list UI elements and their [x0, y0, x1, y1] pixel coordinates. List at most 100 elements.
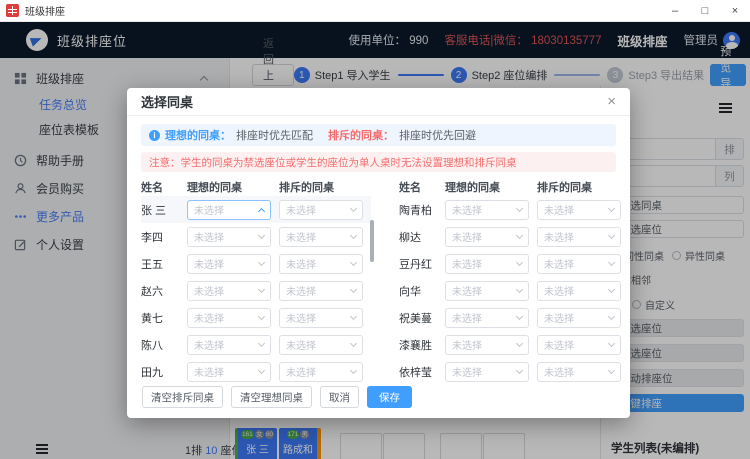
empty-seat[interactable]	[483, 433, 525, 459]
col-count-input[interactable]: 列	[611, 165, 744, 187]
avoid-deskmate-select[interactable]: 未选择	[279, 334, 363, 355]
ideal-deskmate-select[interactable]: 未选择	[445, 226, 529, 247]
step-2-circle: 2	[450, 67, 467, 83]
preselect-seat-button-2[interactable]: 预选座位	[611, 344, 744, 362]
avoid-deskmate-select[interactable]: 未选择	[537, 226, 621, 247]
avoid-deskmate-select[interactable]: 未选择	[537, 334, 621, 355]
ideal-deskmate-select[interactable]: 未选择	[187, 199, 271, 220]
user-avatar[interactable]	[723, 31, 740, 49]
product-name[interactable]: 班级排座	[617, 34, 668, 49]
chevron-down-icon	[607, 204, 616, 212]
clear-avoid-button[interactable]: 清空排斥同桌	[142, 386, 223, 408]
save-button[interactable]: 保存	[367, 386, 412, 408]
ideal-deskmate-select[interactable]: 未选择	[187, 226, 271, 247]
ideal-label: 理想的同桌：	[165, 130, 231, 142]
avoid-deskmate-select[interactable]: 未选择	[537, 361, 621, 382]
avoid-deskmate-select[interactable]: 未选择	[279, 253, 363, 274]
avoid-deskmate-select[interactable]: 未选择	[537, 307, 621, 328]
ideal-deskmate-select[interactable]: 未选择	[187, 307, 271, 328]
minimize-button[interactable]: –	[671, 4, 679, 17]
empty-seat[interactable]	[383, 433, 425, 459]
sidebar-item-help-manual[interactable]: 帮助手册	[0, 146, 229, 174]
select-placeholder: 未选择	[286, 260, 316, 271]
scrollbar-thumb[interactable]	[370, 220, 374, 262]
ideal-deskmate-select[interactable]: 未选择	[445, 199, 529, 220]
student-name: 依梓莹	[399, 366, 432, 379]
ideal-deskmate-select[interactable]: 未选择	[445, 280, 529, 301]
ideal-deskmate-select[interactable]: 未选择	[445, 334, 529, 355]
student-name: 向华	[399, 285, 421, 298]
deskmate-table-left: 姓名 理想的同桌 排斥的同桌 张 三 未选择 未选择 李四 未选择 未选择	[141, 178, 371, 385]
chevron-down-icon	[515, 285, 524, 293]
table-header: 姓名 理想的同桌 排斥的同桌	[399, 178, 629, 196]
select-placeholder: 未选择	[544, 260, 574, 271]
select-placeholder: 未选择	[544, 206, 574, 217]
opposite-gender-label: 异性同桌	[685, 252, 725, 263]
student-name: 赵六	[141, 285, 163, 298]
sidebar-item-member-purchase[interactable]: 会员购买	[0, 174, 229, 202]
ideal-deskmate-select[interactable]: 未选择	[445, 361, 529, 382]
select-placeholder: 未选择	[194, 233, 224, 244]
sidebar-item-task-overview[interactable]: 任务总览	[0, 92, 229, 117]
opposite-gender-radio[interactable]	[672, 251, 681, 260]
avoid-deskmate-select[interactable]: 未选择	[279, 361, 363, 382]
header-right: 使用单位： 990 客服电话|微信： 18030135777 班级排座 管理员	[349, 31, 740, 50]
step-1-circle: 1	[293, 67, 310, 83]
gender-badge: 女	[254, 430, 264, 439]
sidebar-item-more-products[interactable]: 更多产品	[0, 202, 229, 230]
maximize-button[interactable]: □	[701, 4, 709, 17]
user-menu[interactable]: 管理员	[684, 31, 740, 49]
close-button[interactable]: ×	[731, 4, 739, 17]
student-name: 黄七	[141, 312, 163, 325]
empty-seat[interactable]	[440, 433, 482, 459]
custom-label: 自定义	[645, 301, 675, 312]
sidebar-item-personal-settings[interactable]: 个人设置	[0, 230, 229, 258]
chevron-down-icon	[607, 312, 616, 320]
avoid-deskmate-select[interactable]: 未选择	[537, 253, 621, 274]
ideal-deskmate-select[interactable]: 未选择	[187, 334, 271, 355]
chevron-down-icon	[515, 339, 524, 347]
chevron-down-icon	[607, 258, 616, 266]
row-count-input[interactable]: 排	[611, 138, 744, 160]
ideal-deskmate-select[interactable]: 未选择	[187, 253, 271, 274]
auto-arrange-button[interactable]: 自动排座位	[611, 369, 744, 387]
avoid-deskmate-select[interactable]: 未选择	[537, 199, 621, 220]
forbid-seat-button[interactable]: 禁选座位	[611, 319, 744, 337]
select-placeholder: 未选择	[452, 260, 482, 271]
sidebar-item-seat-template[interactable]: 座位表模板	[0, 117, 229, 142]
ideal-deskmate-select[interactable]: 未选择	[445, 307, 529, 328]
avoid-deskmate-select[interactable]: 未选择	[279, 280, 363, 301]
menu-icon[interactable]	[719, 102, 732, 114]
avoid-deskmate-select[interactable]: 未选择	[279, 226, 363, 247]
cancel-button[interactable]: 取消	[320, 386, 359, 408]
table-row: 祝美蔓 未选择 未选择	[399, 304, 629, 331]
select-placeholder: 未选择	[194, 341, 224, 352]
chevron-down-icon	[257, 366, 266, 374]
seat-chip-student[interactable]: 171 男 路成和	[279, 428, 321, 459]
select-placeholder: 未选择	[194, 314, 224, 325]
dialog-close-icon[interactable]: ×	[607, 93, 616, 110]
chevron-down-icon	[349, 204, 358, 212]
student-name: 田九	[141, 366, 163, 379]
clear-ideal-button[interactable]: 清空理想同桌	[231, 386, 312, 408]
avoid-deskmate-select[interactable]: 未选择	[537, 280, 621, 301]
empty-seat[interactable]	[340, 433, 382, 459]
seat-chip-student[interactable]: 161 女 60 张 三	[235, 428, 277, 459]
ideal-deskmate-select[interactable]: 未选择	[445, 253, 529, 274]
table-row: 李四 未选择 未选择	[141, 223, 371, 250]
table-row: 陶青柏 未选择 未选择	[399, 196, 629, 223]
student-list-title: 学生列表(未编排)	[611, 443, 700, 455]
step-connector	[397, 74, 444, 76]
custom-radio[interactable]	[632, 300, 641, 309]
ideal-deskmate-select[interactable]: 未选择	[187, 280, 271, 301]
one-key-arrange-button[interactable]: 一键排座	[611, 394, 744, 412]
sidebar-item-class-seating[interactable]: 班级排座	[0, 64, 229, 92]
collapse-menu-icon[interactable]	[36, 444, 48, 454]
select-placeholder: 未选择	[194, 287, 224, 298]
avoid-deskmate-select[interactable]: 未选择	[279, 307, 363, 328]
chevron-down-icon	[257, 312, 266, 320]
avoid-deskmate-select[interactable]: 未选择	[279, 199, 363, 220]
preselect-seat-button[interactable]: 预选座位	[611, 220, 744, 238]
height-badge: 161	[240, 430, 254, 439]
ideal-deskmate-select[interactable]: 未选择	[187, 361, 271, 382]
